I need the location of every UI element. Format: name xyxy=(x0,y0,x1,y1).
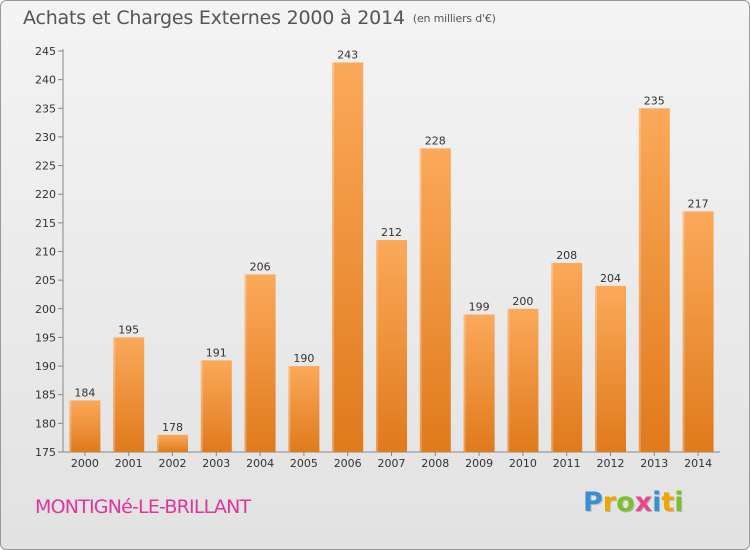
bar-value-label: 212 xyxy=(381,226,402,239)
bar-value-label: 208 xyxy=(556,249,577,262)
bar-value-label: 199 xyxy=(469,301,490,314)
bar-highlight xyxy=(551,262,554,452)
x-tick-label: 2004 xyxy=(246,457,274,470)
logo-letter: x xyxy=(634,487,653,518)
bar-value-label: 178 xyxy=(162,421,183,434)
logo-letter: t xyxy=(661,487,675,518)
bar xyxy=(244,274,276,452)
logo-letter: i xyxy=(674,487,684,518)
y-tick-label: 185 xyxy=(35,389,56,402)
bar-value-label: 200 xyxy=(512,295,533,308)
bar-highlight xyxy=(288,366,291,452)
x-tick-label: 2003 xyxy=(202,457,230,470)
chart-title-unit: (en milliers d'€) xyxy=(412,12,496,25)
x-tick-label: 2008 xyxy=(421,457,449,470)
x-tick-label: 2010 xyxy=(509,457,537,470)
bar-highlight xyxy=(157,434,159,452)
x-tick-label: 2006 xyxy=(334,457,362,470)
y-tick-label: 190 xyxy=(35,360,56,373)
bar-value-label: 184 xyxy=(74,386,95,399)
x-tick-label: 2009 xyxy=(465,457,493,470)
bar-highlight xyxy=(113,337,116,452)
x-tick-label: 2005 xyxy=(290,457,318,470)
bar-highlight xyxy=(200,360,203,452)
y-tick-label: 225 xyxy=(35,160,56,173)
y-tick-label: 240 xyxy=(35,74,56,87)
x-tick-label: 2001 xyxy=(115,457,143,470)
y-tick-label: 220 xyxy=(35,188,56,201)
bar xyxy=(69,400,101,452)
bar xyxy=(200,360,232,452)
logo-letter: r xyxy=(602,487,617,518)
y-tick-label: 235 xyxy=(35,102,56,115)
bar xyxy=(157,434,188,452)
logo-letter: i xyxy=(652,487,662,518)
bar xyxy=(682,211,714,452)
bar-highlight xyxy=(69,400,72,452)
bar xyxy=(551,262,583,452)
bar xyxy=(376,240,407,452)
chart-title-main: Achats et Charges Externes 2000 à 2014 xyxy=(23,7,405,29)
y-tick-label: 180 xyxy=(35,417,56,430)
bar-highlight xyxy=(419,148,422,452)
bar-value-label: 190 xyxy=(293,352,314,365)
bar xyxy=(595,285,626,452)
bar-highlight xyxy=(682,211,685,452)
bar-highlight xyxy=(332,62,335,452)
x-tick-label: 2007 xyxy=(378,457,406,470)
bar xyxy=(463,314,495,452)
proxiti-logo: Proxiti xyxy=(583,487,684,518)
y-tick-label: 215 xyxy=(35,217,56,230)
bar xyxy=(288,366,320,452)
logo-letter: o xyxy=(616,487,635,518)
y-tick-label: 195 xyxy=(35,331,56,344)
bar-value-label: 191 xyxy=(206,346,227,359)
bar-highlight xyxy=(507,308,510,452)
bar xyxy=(332,62,364,452)
x-tick-label: 2000 xyxy=(71,457,99,470)
bar-highlight xyxy=(244,274,247,452)
bar-highlight xyxy=(376,240,378,452)
bar-value-label: 195 xyxy=(118,323,139,336)
bar-highlight xyxy=(595,285,597,452)
y-tick-label: 205 xyxy=(35,274,56,287)
y-tick-label: 200 xyxy=(35,303,56,316)
y-tick-label: 230 xyxy=(35,131,56,144)
y-tick-label: 175 xyxy=(35,446,56,459)
logo-letter: P xyxy=(583,487,603,518)
bar-value-label: 204 xyxy=(600,272,621,285)
bar xyxy=(638,108,670,453)
commune-name: MONTIGNé-LE-BRILLANT xyxy=(35,496,251,518)
y-tick-label: 210 xyxy=(35,246,56,259)
bar-value-label: 243 xyxy=(337,48,358,61)
x-tick-label: 2002 xyxy=(159,457,187,470)
bar xyxy=(113,337,145,452)
bar-value-label: 217 xyxy=(688,197,709,210)
bar xyxy=(507,308,539,452)
bar-highlight xyxy=(463,314,466,452)
y-tick-label: 245 xyxy=(35,45,56,58)
x-tick-label: 2012 xyxy=(597,457,625,470)
x-tick-label: 2011 xyxy=(553,457,581,470)
x-tick-label: 2013 xyxy=(640,457,668,470)
chart-title: Achats et Charges Externes 2000 à 2014 (e… xyxy=(23,7,496,29)
bar xyxy=(419,148,451,452)
x-tick-label: 2014 xyxy=(684,457,712,470)
bar-highlight xyxy=(638,108,641,453)
bar-value-label: 228 xyxy=(425,134,446,147)
bar-value-label: 206 xyxy=(250,260,271,273)
bar-value-label: 235 xyxy=(644,94,665,107)
